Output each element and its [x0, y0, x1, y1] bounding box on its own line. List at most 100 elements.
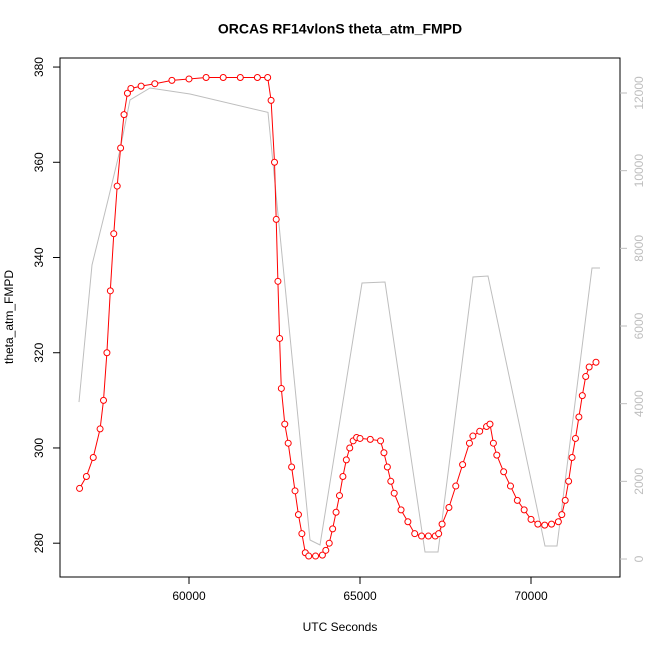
point [342, 456, 350, 464]
point [438, 520, 446, 528]
point [318, 551, 326, 559]
point [96, 425, 104, 433]
point [366, 435, 374, 443]
point [459, 461, 467, 469]
point [558, 511, 566, 519]
point [120, 111, 128, 119]
point [202, 74, 210, 82]
chart-title: ORCAS RF14vlonS theta_atm_FMPD [218, 21, 462, 37]
point [383, 463, 391, 471]
point [548, 520, 556, 528]
point [568, 453, 576, 461]
point [380, 449, 388, 457]
point [575, 413, 583, 421]
x-tick-label: 65000 [343, 589, 377, 603]
point [185, 75, 193, 83]
y-tick-label: 360 [32, 152, 46, 172]
point [411, 530, 419, 538]
point [103, 349, 111, 357]
point [377, 437, 385, 445]
point [520, 506, 528, 514]
point [571, 434, 579, 442]
point [151, 80, 159, 88]
point [123, 89, 131, 97]
point [329, 525, 337, 533]
point [137, 82, 145, 90]
x-tick-label: 70000 [514, 589, 548, 603]
point [346, 444, 354, 452]
point [272, 215, 280, 223]
point [110, 230, 118, 238]
point [264, 74, 272, 82]
y-tick-label: 380 [32, 57, 46, 77]
point [452, 482, 460, 490]
point [404, 518, 412, 526]
point [565, 477, 573, 485]
point [76, 484, 84, 492]
point [582, 373, 590, 381]
y2-tick-label: 10000 [632, 154, 646, 188]
point [82, 473, 90, 481]
point [325, 539, 333, 547]
point [271, 158, 279, 166]
point [276, 334, 284, 342]
y-tick-label: 320 [32, 342, 46, 362]
point [312, 552, 320, 560]
point [294, 511, 302, 519]
point [465, 439, 473, 447]
point [493, 451, 501, 459]
point [298, 530, 306, 538]
point [89, 453, 97, 461]
point [500, 468, 508, 476]
y-axis-label: theta_atm_FMPD [2, 270, 16, 364]
point [578, 392, 586, 400]
y-tick-label: 280 [32, 533, 46, 553]
point [100, 396, 108, 404]
point [284, 439, 292, 447]
point [387, 477, 395, 485]
point [554, 518, 562, 526]
point [106, 287, 114, 295]
y-tick-label: 340 [32, 247, 46, 267]
point [513, 496, 521, 504]
point [541, 521, 549, 529]
point [356, 434, 364, 442]
point [267, 96, 275, 104]
point [527, 515, 535, 523]
point [418, 532, 426, 540]
point [117, 144, 125, 152]
point [291, 487, 299, 495]
y2-tick-label: 8000 [632, 235, 646, 262]
y2-tick-label: 2000 [632, 468, 646, 495]
point [168, 76, 176, 84]
point [506, 482, 514, 490]
point [397, 506, 405, 514]
point [322, 546, 330, 554]
point [489, 439, 497, 447]
point [288, 463, 296, 471]
point [561, 496, 569, 504]
plot-frame [59, 57, 621, 578]
point [435, 530, 443, 538]
point [277, 384, 285, 392]
point [219, 74, 227, 82]
point [236, 74, 244, 82]
y2-tick-label: 12000 [632, 76, 646, 110]
y2-tick-label: 0 [632, 555, 646, 562]
point [469, 432, 477, 440]
x-tick-label: 60000 [172, 589, 206, 603]
point [476, 427, 484, 435]
point [127, 84, 135, 92]
x-axis-label: UTC Seconds [303, 620, 378, 634]
point [486, 420, 494, 428]
point [335, 492, 343, 500]
point [534, 520, 542, 528]
point [585, 363, 593, 371]
point [390, 489, 398, 497]
point [592, 358, 600, 366]
point [445, 503, 453, 511]
point [332, 508, 340, 516]
y-tick-label: 300 [32, 438, 46, 458]
